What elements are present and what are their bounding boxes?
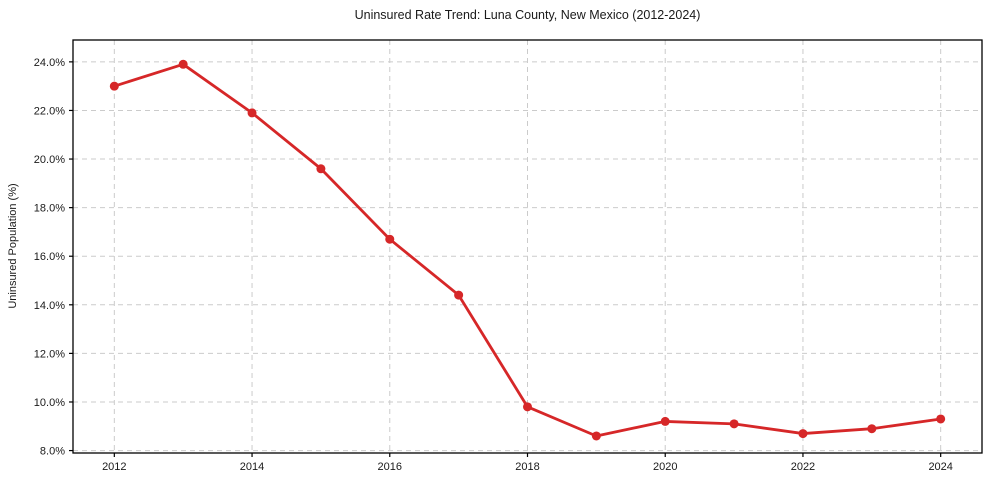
x-tick-label: 2022 <box>791 461 815 473</box>
y-tick-label: 16.0% <box>34 251 65 263</box>
x-tick-label: 2020 <box>653 461 677 473</box>
data-point-2023 <box>867 424 877 434</box>
data-point-2014 <box>247 108 257 118</box>
data-point-2020 <box>660 416 670 426</box>
data-point-2016 <box>385 234 395 244</box>
y-tick-label: 20.0% <box>34 154 65 166</box>
y-tick-label: 22.0% <box>34 105 65 117</box>
data-point-2015 <box>316 164 326 174</box>
x-tick-label: 2018 <box>515 461 539 473</box>
x-tick-label: 2024 <box>928 461 952 473</box>
y-tick-label: 14.0% <box>34 300 65 312</box>
y-tick-label: 12.0% <box>34 348 65 360</box>
data-point-2021 <box>729 419 739 429</box>
y-tick-label: 24.0% <box>34 57 65 69</box>
x-tick-label: 2012 <box>102 461 126 473</box>
x-tick-label: 2014 <box>240 461 264 473</box>
chart-title: Uninsured Rate Trend: Luna County, New M… <box>354 8 701 22</box>
y-tick-label: 8.0% <box>40 446 65 458</box>
y-tick-label: 10.0% <box>34 397 65 409</box>
data-point-2018 <box>523 402 532 412</box>
data-point-2024 <box>936 414 946 424</box>
x-tick-label: 2016 <box>378 461 402 473</box>
data-point-2013 <box>178 59 188 69</box>
data-point-2012 <box>109 81 119 91</box>
data-point-2017 <box>454 290 464 300</box>
y-tick-label: 18.0% <box>34 203 65 215</box>
data-point-2022 <box>798 429 808 439</box>
data-point-2019 <box>591 431 601 441</box>
